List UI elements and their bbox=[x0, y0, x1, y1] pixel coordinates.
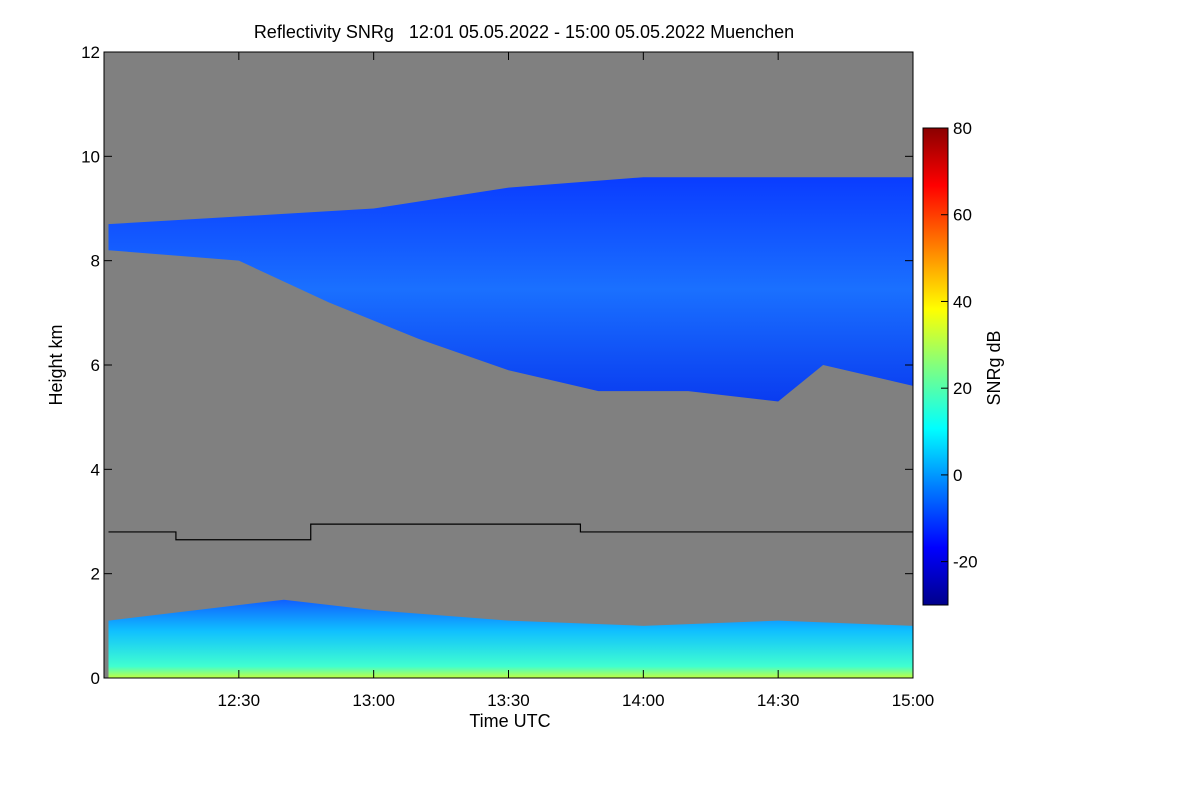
colorbar-tick-label: 0 bbox=[953, 466, 962, 485]
y-tick-label: 8 bbox=[91, 252, 100, 271]
x-tick-label: 14:00 bbox=[622, 691, 665, 710]
y-tick-label: 4 bbox=[91, 460, 100, 479]
colorbar-tick-label: 60 bbox=[953, 206, 972, 225]
colorbar-tick-label: 80 bbox=[953, 119, 972, 138]
x-tick-label: 13:00 bbox=[352, 691, 395, 710]
colorbar-tick-label: -20 bbox=[953, 553, 978, 572]
y-axis-label: Height km bbox=[46, 324, 66, 405]
colorbar-label: SNRg dB bbox=[984, 330, 1004, 405]
colorbar-axis: -20 0 20 40 60 80 bbox=[941, 119, 978, 572]
x-tick-label: 14:30 bbox=[757, 691, 800, 710]
x-axis: 12:30 13:00 13:30 14:00 14:30 15:00 bbox=[218, 52, 935, 710]
x-tick-label: 12:30 bbox=[218, 691, 261, 710]
chart-title: Reflectivity SNRg 12:01 05.05.2022 - 15:… bbox=[254, 22, 794, 42]
height-line bbox=[108, 523, 913, 541]
colorbar-tick-label: 40 bbox=[953, 292, 972, 311]
y-tick-label: 2 bbox=[91, 565, 100, 584]
x-tick-label: 13:30 bbox=[487, 691, 530, 710]
y-axis: 0 2 4 6 8 10 12 bbox=[81, 43, 913, 688]
plot-content bbox=[108, 177, 913, 678]
colorbar bbox=[922, 127, 949, 606]
y-tick-label: 6 bbox=[91, 356, 100, 375]
x-axis-label: Time UTC bbox=[469, 711, 550, 731]
cloud-layer bbox=[108, 177, 913, 402]
x-tick-label: 15:00 bbox=[892, 691, 935, 710]
y-tick-label: 0 bbox=[91, 669, 100, 688]
y-tick-label: 10 bbox=[81, 147, 100, 166]
colorbar-tick-label: 20 bbox=[953, 379, 972, 398]
boundary-layer bbox=[108, 599, 913, 678]
y-tick-label: 12 bbox=[81, 43, 100, 62]
